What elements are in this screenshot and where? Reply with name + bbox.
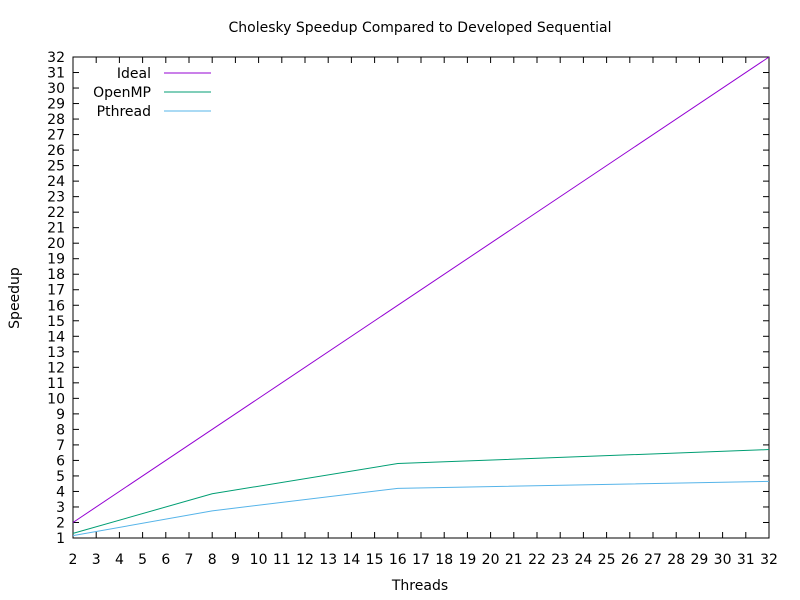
y-tick-label: 1 bbox=[56, 531, 65, 547]
y-tick-label: 7 bbox=[56, 438, 65, 454]
y-tick-label: 24 bbox=[47, 174, 65, 190]
plot-frame bbox=[72, 56, 770, 539]
y-tick-label: 27 bbox=[47, 128, 65, 144]
y-tick-label: 20 bbox=[47, 236, 65, 252]
x-tick-label: 8 bbox=[208, 552, 217, 568]
y-axis-label: Speedup bbox=[7, 267, 23, 329]
y-tick-label: 23 bbox=[47, 190, 65, 206]
x-tick-label: 31 bbox=[737, 552, 755, 568]
y-tick-label: 18 bbox=[47, 267, 65, 283]
y-tick-label: 16 bbox=[47, 298, 65, 314]
x-tick-label: 2 bbox=[69, 552, 78, 568]
x-tick-label: 6 bbox=[161, 552, 170, 568]
x-tick-label: 22 bbox=[528, 552, 546, 568]
x-tick-label: 9 bbox=[231, 552, 240, 568]
x-tick-label: 7 bbox=[185, 552, 194, 568]
y-tick-label: 11 bbox=[47, 376, 65, 392]
x-tick-label: 5 bbox=[138, 552, 147, 568]
x-tick-label: 32 bbox=[760, 552, 778, 568]
y-tick-label: 25 bbox=[47, 159, 65, 175]
y-tick-label: 10 bbox=[47, 391, 65, 407]
x-tick-label: 28 bbox=[667, 552, 685, 568]
y-tick-label: 19 bbox=[47, 252, 65, 268]
y-tick-label: 26 bbox=[47, 143, 65, 159]
legend: Ideal OpenMP Pthread bbox=[93, 66, 211, 120]
x-tick-label: 29 bbox=[690, 552, 708, 568]
y-tick-label: 15 bbox=[47, 314, 65, 330]
x-tick-label: 14 bbox=[342, 552, 360, 568]
y-tick-label: 31 bbox=[47, 66, 65, 82]
chart-title: Cholesky Speedup Compared to Developed S… bbox=[229, 20, 612, 36]
x-tick-label: 11 bbox=[273, 552, 291, 568]
y-tick-label: 32 bbox=[47, 50, 65, 66]
y-tick-label: 17 bbox=[47, 283, 65, 299]
x-tick-label: 25 bbox=[598, 552, 616, 568]
y-tick-label: 3 bbox=[56, 500, 65, 516]
x-tick-label: 13 bbox=[319, 552, 337, 568]
series-line-ideal bbox=[72, 56, 770, 523]
y-tick-label: 4 bbox=[56, 484, 65, 500]
y-tick-label: 13 bbox=[47, 345, 65, 361]
x-tick-labels: 2 3 4 5 6 7 8 9 10 11 12 13 14 15 16 17 18 19 20 21 22 23 24 25… bbox=[69, 552, 778, 568]
x-tick-label: 12 bbox=[296, 552, 314, 568]
legend-label-openmp: OpenMP bbox=[93, 85, 151, 101]
axis-ticks bbox=[72, 56, 770, 539]
series-lines bbox=[72, 56, 770, 537]
x-tick-label: 17 bbox=[412, 552, 430, 568]
y-tick-label: 30 bbox=[47, 81, 65, 97]
x-tick-label: 18 bbox=[435, 552, 453, 568]
legend-label-pthread: Pthread bbox=[97, 104, 151, 120]
x-tick-label: 20 bbox=[482, 552, 500, 568]
y-tick-label: 22 bbox=[47, 205, 65, 221]
series-line-pthread bbox=[72, 480, 770, 537]
x-tick-label: 15 bbox=[366, 552, 384, 568]
x-tick-label: 16 bbox=[389, 552, 407, 568]
y-tick-label: 5 bbox=[56, 469, 65, 485]
x-tick-label: 10 bbox=[250, 552, 268, 568]
y-tick-label: 21 bbox=[47, 221, 65, 237]
y-tick-label: 29 bbox=[47, 97, 65, 113]
x-tick-label: 27 bbox=[644, 552, 662, 568]
y-tick-label: 28 bbox=[47, 112, 65, 128]
y-tick-label: 6 bbox=[56, 453, 65, 469]
y-tick-labels: 1234567891011121314151617181920212223242… bbox=[47, 50, 65, 547]
y-tick-label: 2 bbox=[56, 515, 65, 531]
x-tick-label: 21 bbox=[505, 552, 523, 568]
x-tick-label: 19 bbox=[458, 552, 476, 568]
x-tick-label: 3 bbox=[92, 552, 101, 568]
legend-label-ideal: Ideal bbox=[117, 66, 151, 82]
x-tick-label: 26 bbox=[621, 552, 639, 568]
x-tick-label: 24 bbox=[574, 552, 592, 568]
x-tick-label: 23 bbox=[551, 552, 569, 568]
y-tick-label: 8 bbox=[56, 422, 65, 438]
x-axis-label: Threads bbox=[391, 578, 448, 594]
series-line-openmp bbox=[72, 449, 770, 534]
y-tick-label: 9 bbox=[56, 407, 65, 423]
y-tick-label: 14 bbox=[47, 329, 65, 345]
y-tick-label: 12 bbox=[47, 360, 65, 376]
x-tick-label: 30 bbox=[714, 552, 732, 568]
x-tick-label: 4 bbox=[115, 552, 124, 568]
